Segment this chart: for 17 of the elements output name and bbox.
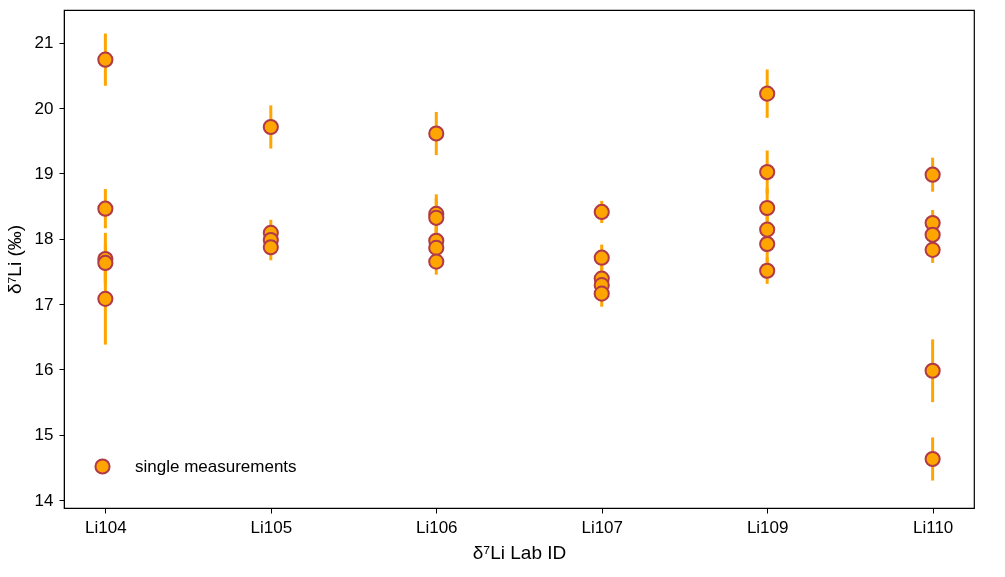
x-axis-title: δ⁷Li Lab ID (472, 541, 567, 563)
y-tick-label: 15 (34, 425, 54, 445)
x-tick-label: Li105 (250, 517, 293, 537)
x-tick-label: Li104 (85, 517, 127, 537)
y-tick-label: 16 (34, 359, 54, 379)
y-axis-title: δ⁷Li (‰) (3, 224, 25, 295)
legend-label: single measurements (135, 456, 297, 476)
y-tick-label: 20 (34, 98, 54, 118)
y-tick-label: 14 (34, 490, 54, 510)
y-tick-label: 18 (34, 229, 54, 249)
x-tick-label: Li109 (746, 517, 789, 537)
y-tick-label: 21 (34, 33, 54, 53)
x-tick-label: Li107 (581, 517, 624, 537)
x-tick-label: Li110 (912, 517, 954, 537)
y-tick-label: 19 (34, 163, 54, 183)
x-tick-label: Li106 (415, 517, 458, 537)
y-tick-label: 17 (34, 294, 54, 314)
